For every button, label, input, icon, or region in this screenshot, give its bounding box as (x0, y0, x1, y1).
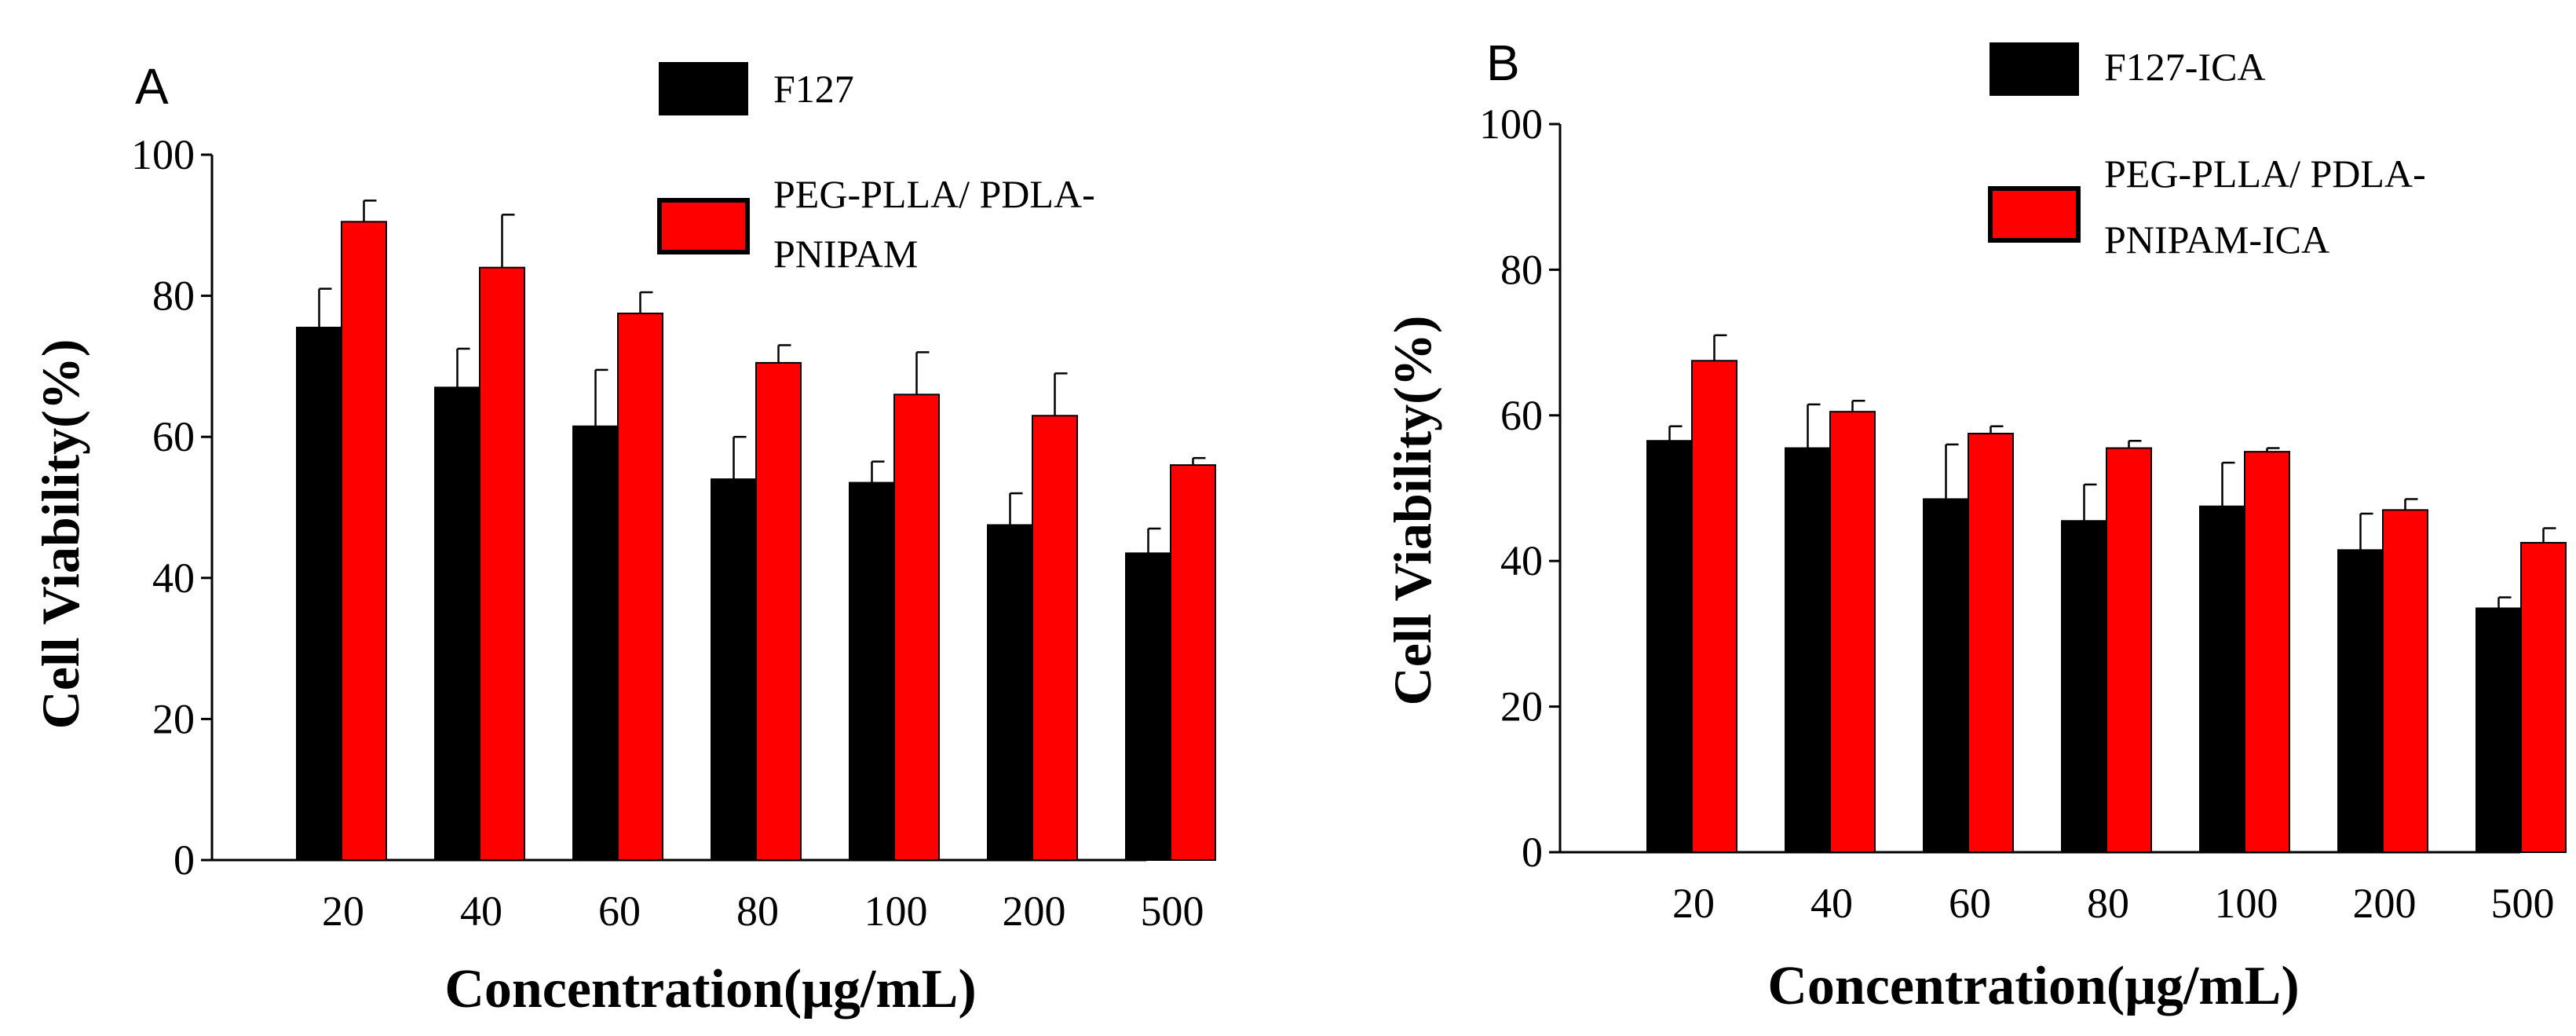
legend-b-swatch-0 (1990, 42, 2079, 96)
bar-a-red-20 (341, 221, 387, 861)
x-tick-label-b: 200 (2353, 880, 2417, 927)
bar-a-red-80 (755, 361, 802, 862)
legend-b: F127-ICA PEG-PLLA/ PDLA- PNIPAM-ICA (1988, 42, 2426, 262)
y-tick-label-b: 80 (1500, 246, 1543, 293)
x-tick-label-b: 20 (1672, 880, 1715, 927)
legend-b-label-1-line-1: PEG-PLLA/ PDLA- (2104, 152, 2426, 196)
bar-b-red-20 (1691, 360, 1737, 853)
x-tick-label-b: 500 (2491, 880, 2555, 927)
bar-a-black-40 (434, 386, 480, 861)
y-tick-label-b: 20 (1500, 683, 1543, 730)
bar-a-red-100 (893, 394, 940, 861)
y-tick-label-a: 40 (152, 555, 195, 602)
legend-a-swatch-1 (657, 198, 750, 254)
x-tick-label-a: 60 (598, 888, 641, 935)
x-axis-label-a: Concentration(μg/mL) (444, 959, 976, 1020)
y-tick-label-b: 0 (1522, 829, 1543, 876)
x-tick-label-a: 200 (1003, 888, 1066, 935)
bar-b-red-80 (2106, 447, 2152, 853)
legend-b-swatch-1 (1988, 186, 2081, 243)
legend-a-label-1-line-1: PEG-PLLA/ PDLA- (773, 172, 1095, 216)
bar-a-black-60 (572, 425, 619, 861)
x-tick-label-a: 20 (322, 888, 364, 935)
bar-b-black-80 (2061, 520, 2107, 854)
bar-a-black-500 (1125, 552, 1171, 861)
y-tick-label-b: 100 (1479, 101, 1543, 148)
bar-b-black-200 (2337, 549, 2384, 853)
x-tick-label-a: 40 (460, 888, 502, 935)
x-axis-label-b: Concentration(μg/mL) (1767, 956, 2299, 1016)
x-tick-label-a: 80 (736, 888, 779, 935)
y-axis-label-a: Cell Viability(%) (31, 339, 90, 730)
x-tick-label-b: 60 (1949, 880, 1991, 927)
bar-b-red-40 (1829, 411, 1876, 853)
bar-a-red-200 (1032, 415, 1078, 861)
bar-b-red-100 (2244, 451, 2290, 854)
plot-b: 0 20 40 60 80 100 20 40 60 80 100 200 500 (1479, 101, 2567, 927)
panel-b-label: B (1486, 35, 1520, 91)
legend-a-label-0: F127 (773, 67, 854, 111)
bar-b-black-40 (1785, 447, 1831, 853)
y-tick-label-a: 60 (152, 413, 195, 460)
legend-b-label-1-line-2: PNIPAM-ICA (2104, 218, 2329, 262)
bar-b-black-500 (2476, 607, 2522, 854)
legend-b-label-0: F127-ICA (2104, 45, 2266, 89)
panel-a: A F127 PEG-PLLA/ PDLA- PNIPAM 0 20 40 60 80 1… (31, 58, 1216, 1020)
x-tick-label-b: 40 (1811, 880, 1853, 927)
legend-a: F127 PEG-PLLA/ PDLA- PNIPAM (657, 62, 1095, 276)
legend-a-label-1-line-2: PNIPAM (773, 232, 918, 276)
x-tick-label-b: 100 (2215, 880, 2278, 927)
bar-a-black-200 (987, 524, 1033, 861)
bar-a-black-80 (711, 478, 757, 862)
bar-b-red-60 (1968, 432, 2014, 853)
y-tick-label-a: 100 (131, 131, 195, 178)
x-tick-label-a: 500 (1141, 888, 1204, 935)
bar-a-red-60 (617, 313, 663, 861)
y-tick-label-a: 0 (174, 836, 195, 884)
legend-a-swatch-0 (659, 62, 748, 115)
panel-a-label: A (135, 58, 169, 115)
y-tick-label-a: 80 (152, 273, 195, 320)
bar-b-black-60 (1923, 498, 1969, 854)
bar-a-black-100 (849, 481, 895, 861)
y-tick-label-b: 40 (1500, 537, 1543, 584)
bar-b-black-100 (2199, 505, 2245, 853)
bar-a-black-20 (296, 327, 342, 861)
x-tick-label-b: 80 (2087, 880, 2129, 927)
y-axis-label-b: Cell Viability(%) (1383, 316, 1442, 706)
bar-b-red-200 (2382, 509, 2428, 853)
y-tick-label-b: 60 (1500, 392, 1543, 439)
bar-a-red-40 (479, 266, 525, 861)
bar-a-red-500 (1170, 464, 1216, 861)
bar-b-red-500 (2520, 542, 2567, 854)
x-tick-label-a: 100 (864, 888, 928, 935)
y-tick-label-a: 20 (152, 695, 195, 742)
bar-b-black-20 (1646, 440, 1693, 853)
panel-b: B F127-ICA PEG-PLLA/ PDLA- PNIPAM-ICA 0 2… (1383, 35, 2567, 1016)
plot-a: 0 20 40 60 80 100 20 40 60 80 100 200 500 (131, 131, 1216, 935)
